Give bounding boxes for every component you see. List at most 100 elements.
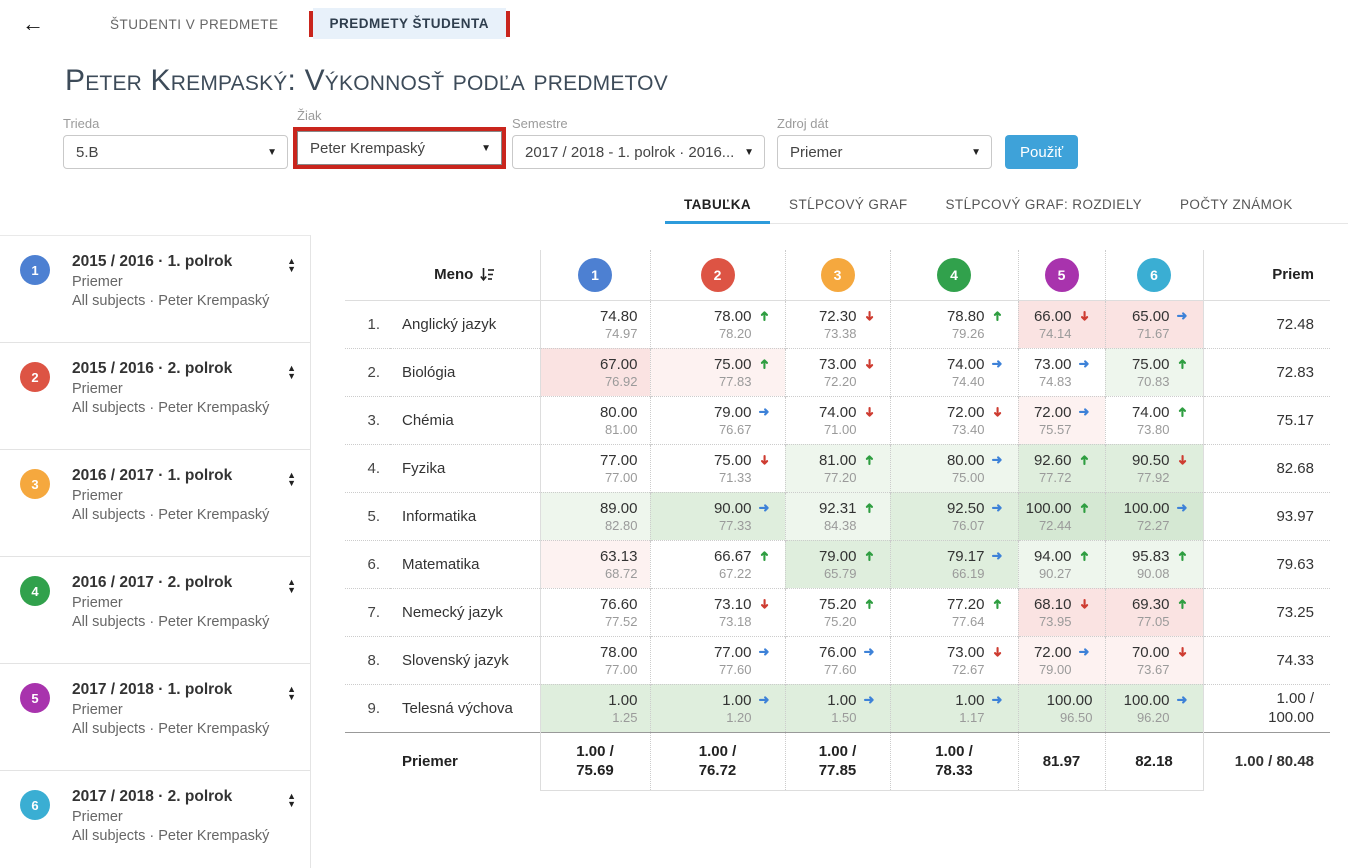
- cell-subvalue: 72.67: [895, 662, 1006, 677]
- view-tab-3[interactable]: POČTY ZNÁMOK: [1180, 197, 1293, 212]
- main-value: 72.00: [946, 403, 985, 421]
- main-value: 90.50: [1131, 451, 1170, 469]
- main-value: 70.00: [1131, 643, 1170, 661]
- footer-empty: [345, 731, 390, 790]
- footer-line: 76.72: [698, 762, 737, 779]
- cell-subvalue: 73.95: [1023, 614, 1093, 629]
- cell-value: 73.00 ➜: [790, 356, 878, 373]
- period-title: 2017 / 2018 · 2. polrok: [72, 788, 233, 805]
- value-cell: 76.60 77.52: [539, 587, 650, 636]
- filter-ziak: Žiak Peter Krempaský ▼: [293, 108, 506, 169]
- alignment-spacer: [857, 422, 878, 437]
- row-index: 6.: [345, 539, 390, 588]
- trend-right-icon: ➜: [758, 500, 770, 515]
- subject-name: Telesná výchova: [390, 683, 540, 732]
- alignment-spacer: [752, 566, 773, 581]
- filter-zdroj-dat: Zdroj dát Priemer ▼: [777, 116, 992, 169]
- alignment-spacer: [1072, 422, 1093, 437]
- cell-value: 66.00 ➜: [1023, 308, 1093, 325]
- trend-right-icon: ➜: [758, 404, 770, 419]
- trend-right-icon: ➜: [863, 692, 875, 707]
- name-column-header: Meno: [390, 250, 540, 301]
- trend-right-icon: ➜: [758, 644, 770, 659]
- value-cell: 70.00 ➜ 73.67: [1104, 635, 1203, 684]
- main-value: 75.20: [818, 595, 857, 613]
- chevron-down-icon: ▼: [267, 146, 277, 158]
- period-number-badge: 5: [1044, 257, 1079, 292]
- cell-subvalue: 79.26: [895, 326, 1006, 341]
- apply-button[interactable]: Použiť: [1005, 135, 1079, 169]
- period-text: 2017 / 2018 · 1. polrok Priemer All subjec…: [72, 681, 269, 737]
- main-value: 1.00: [722, 691, 752, 709]
- page-title: Peter Krempaský: Výkonnosť podľa predmet…: [65, 64, 668, 97]
- sub-value: 76.92: [604, 373, 638, 389]
- cell-value: 69.30 ➜: [1110, 596, 1191, 613]
- value-cell: 67.00 76.92: [539, 347, 650, 396]
- row-average: 93.97: [1202, 491, 1330, 540]
- tab-studenti-v-predmete[interactable]: ŠTUDENTI V PREDMETE: [110, 16, 279, 32]
- reorder-handle[interactable]: ▲ ▼: [287, 360, 296, 381]
- value-cell: 73.10 ➜ 73.18: [649, 587, 785, 636]
- sub-value: 75.20: [823, 613, 857, 629]
- period-title: 2015 / 2016 · 1. polrok: [72, 253, 233, 270]
- value-cell: 72.00 ➜ 75.57: [1017, 395, 1105, 444]
- main-value: 78.00: [599, 643, 638, 661]
- semestre-select[interactable]: 2017 / 2018 - 1. polrok · 2016... ▼: [512, 135, 765, 169]
- corner-header: [345, 250, 390, 301]
- period-column-header: 5: [1017, 250, 1105, 301]
- view-tab-1[interactable]: STĹPCOVÝ GRAF: [789, 197, 908, 212]
- sub-value: 77.60: [718, 661, 752, 677]
- highlight-box-ziak: Peter Krempaský ▼: [293, 127, 506, 169]
- period-text: 2016 / 2017 · 2. polrok Priemer All subjec…: [72, 574, 269, 630]
- sub-value: 76.67: [718, 421, 752, 437]
- reorder-handle[interactable]: ▲ ▼: [287, 253, 296, 274]
- period-source: Priemer: [72, 595, 123, 611]
- row-average: 1.00 / 100.00: [1202, 683, 1330, 732]
- back-arrow-icon[interactable]: ←: [22, 11, 44, 36]
- period-list-item[interactable]: 2 2015 / 2016 · 2. polrok Priemer All subje…: [0, 343, 310, 450]
- filter-bar: Trieda 5.B ▼ Žiak Peter Krempaský ▼ Seme…: [63, 108, 1348, 169]
- value-cell: 90.50 ➜ 77.92: [1104, 443, 1203, 492]
- period-list-item[interactable]: 4 2016 / 2017 · 2. polrok Priemer All subje…: [0, 557, 310, 664]
- period-list-item[interactable]: 5 2017 / 2018 · 1. polrok Priemer All subje…: [0, 664, 310, 771]
- view-tab-0[interactable]: TABUĽKA: [665, 191, 771, 224]
- zdroj-dat-select[interactable]: Priemer ▼: [777, 135, 992, 169]
- period-list-item[interactable]: 3 2016 / 2017 · 1. polrok Priemer All subje…: [0, 450, 310, 557]
- period-column-header: 1: [539, 250, 650, 301]
- tab-predmety-studenta[interactable]: PREDMETY ŠTUDENTA: [312, 8, 507, 39]
- main-value: 89.00: [599, 499, 638, 517]
- footer-line: 1.00 /: [698, 743, 737, 760]
- alignment-spacer: [752, 662, 773, 677]
- reorder-handle[interactable]: ▲ ▼: [287, 788, 296, 809]
- cell-value: 1.00 ➜: [895, 692, 1006, 709]
- reorder-handle[interactable]: ▲ ▼: [287, 467, 296, 488]
- main-value: 77.00: [599, 451, 638, 469]
- cell-value: 73.00 ➜: [1023, 356, 1093, 373]
- zdroj-dat-value: Priemer: [790, 143, 843, 161]
- period-number-badge: 6: [20, 790, 50, 820]
- period-number-badge: 3: [820, 257, 855, 292]
- sub-value: 77.60: [823, 661, 857, 677]
- value-cell: 77.00 77.00: [539, 443, 650, 492]
- row-index: 3.: [345, 395, 390, 444]
- average-line: 75.17: [1276, 411, 1314, 429]
- period-source: Priemer: [72, 274, 123, 290]
- sub-value: 77.83: [718, 373, 752, 389]
- period-text: 2017 / 2018 · 2. polrok Priemer All subjec…: [72, 788, 269, 844]
- reorder-handle[interactable]: ▲ ▼: [287, 681, 296, 702]
- cell-value: 74.80: [545, 308, 638, 325]
- cell-subvalue: 76.07: [895, 518, 1006, 533]
- view-tab-2[interactable]: STĹPCOVÝ GRAF: ROZDIELY: [945, 197, 1143, 212]
- trend-down-icon: ➜: [862, 406, 877, 418]
- arrow-up-icon: ▲: [287, 470, 296, 480]
- average-line: 73.25: [1276, 603, 1314, 621]
- value-cell: 63.13 68.72: [539, 539, 650, 588]
- value-cell: 65.00 ➜ 71.67: [1104, 300, 1203, 348]
- name-sort-control[interactable]: Meno: [434, 266, 495, 283]
- period-list-item[interactable]: 1 2015 / 2016 · 1. polrok Priemer All subje…: [0, 236, 310, 343]
- ziak-select[interactable]: Peter Krempaský ▼: [297, 131, 502, 165]
- trieda-select[interactable]: 5.B ▼: [63, 135, 288, 169]
- cell-subvalue: 73.38: [790, 326, 878, 341]
- reorder-handle[interactable]: ▲ ▼: [287, 574, 296, 595]
- period-list-item[interactable]: 6 2017 / 2018 · 2. polrok Priemer All subje…: [0, 771, 310, 868]
